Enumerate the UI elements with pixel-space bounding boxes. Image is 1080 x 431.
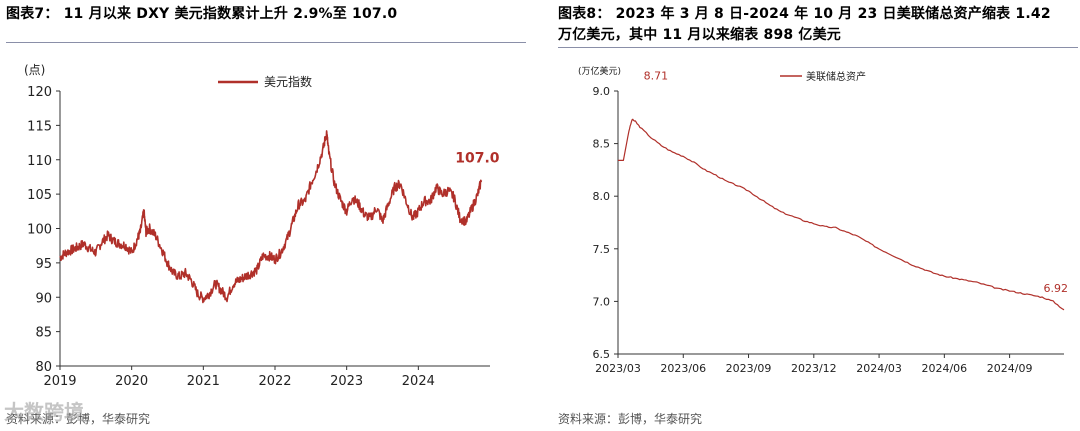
legend-label: 美元指数: [264, 74, 312, 89]
figure-8-title-rule: [558, 47, 1078, 48]
y-tick-label: 100: [27, 223, 52, 238]
y-unit-label: (万亿美元): [578, 65, 621, 77]
x-tick-label: 2023/12: [791, 362, 837, 375]
x-tick-label: 2023/06: [660, 362, 706, 375]
y-tick-label: 8.5: [593, 138, 611, 151]
x-tick-label: 2024/09: [987, 362, 1033, 375]
y-tick-label: 8.0: [593, 190, 611, 203]
x-tick-label: 2020: [115, 374, 148, 389]
end-value-label: 107.0: [455, 150, 500, 166]
y-tick-label: 80: [35, 360, 52, 375]
x-tick-label: 2021: [187, 374, 220, 389]
y-tick-label: 7.0: [593, 295, 611, 308]
y-tick-label: 6.5: [593, 348, 611, 361]
y-tick-label: 120: [27, 85, 52, 100]
figure-7-source: 资料来源：彭博，华泰研究: [6, 412, 151, 426]
x-tick-label: 2023/03: [595, 362, 641, 375]
figure-8-source: 资料来源：彭博，华泰研究: [558, 412, 703, 426]
x-tick-label: 2024/06: [921, 362, 967, 375]
figure-7-chart: (点) 80 85 90 95 100 105 110 115 120 2019 2020 2021 20…: [24, 63, 500, 389]
series-line-dxy: [59, 130, 483, 304]
figure-7-title-rule: [6, 42, 526, 43]
end-value-label: 6.92: [1044, 282, 1069, 295]
x-tick-label: 2024/03: [856, 362, 902, 375]
y-tick-label: 7.5: [593, 243, 611, 256]
figure-7-title: 图表7： 11 月以来 DXY 美元指数累计上升 2.9%至 107.0: [6, 6, 398, 22]
x-tick-label: 2019: [43, 374, 76, 389]
y-unit-label: (点): [24, 63, 45, 77]
figure-8-title-line2: 万亿美元，其中 11 月以来缩表 898 亿美元: [558, 27, 842, 43]
figure-8-title-line1: 图表8： 2023 年 3 月 8 日-2024 年 10 月 23 日美联储总…: [558, 6, 1051, 22]
start-value-label: 8.71: [644, 70, 669, 83]
y-tick-label: 105: [27, 188, 52, 203]
legend-label: 美联储总资产: [806, 70, 866, 83]
figure-7-panel: 图表7： 11 月以来 DXY 美元指数累计上升 2.9%至 107.0 (点)…: [0, 0, 528, 431]
series-line-fed-assets: [618, 118, 1065, 311]
x-tick-label: 2022: [258, 374, 291, 389]
x-tick-label: 2023/09: [726, 362, 772, 375]
figure-8-panel: 图表8： 2023 年 3 月 8 日-2024 年 10 月 23 日美联储总…: [552, 0, 1080, 431]
x-tick-label: 2024: [402, 374, 435, 389]
x-tick-label: 2023: [330, 374, 363, 389]
figure-8-chart: (万亿美元) 6.5 7.0 7.5 8.0 8.5 9.0 2023/03 2023/06 20…: [578, 65, 1069, 375]
y-tick-label: 9.0: [593, 85, 611, 98]
y-tick-label: 85: [35, 326, 52, 341]
watermark-text: 大数跨境: [4, 400, 84, 424]
y-tick-label: 110: [27, 154, 52, 169]
y-tick-label: 95: [35, 257, 52, 272]
y-tick-label: 90: [35, 291, 52, 306]
y-tick-label: 115: [27, 119, 52, 134]
